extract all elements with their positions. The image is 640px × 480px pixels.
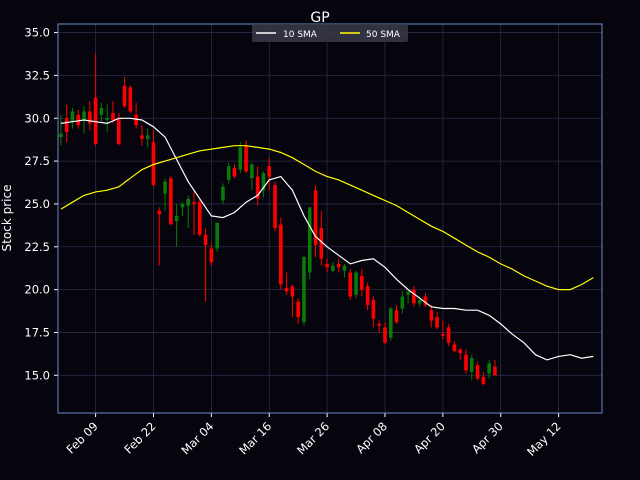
candle-body [250, 164, 254, 179]
y-tick-label: 25.0 [24, 197, 50, 211]
legend-label-sma10: 10 SMA [283, 30, 318, 40]
legend-box [252, 24, 408, 42]
candle-body [307, 207, 312, 273]
candle-body [180, 203, 185, 208]
candle-body [105, 118, 109, 120]
candle-body [238, 147, 243, 170]
candle-body [134, 114, 138, 126]
candle-body [273, 185, 277, 228]
candle-body [446, 327, 451, 343]
candle-body [371, 299, 376, 319]
candle-body [59, 133, 63, 138]
y-tick-label: 32.5 [24, 68, 50, 82]
candle-body [388, 308, 393, 338]
candles [59, 53, 497, 386]
candle-body [111, 113, 115, 120]
candle-body [261, 173, 266, 191]
y-axis-label: Stock price [0, 185, 14, 252]
candle-body [417, 299, 422, 304]
sma10-line [60, 117, 594, 361]
y-tick-label: 17.5 [24, 325, 50, 339]
y-axis-ticks: 15.0 17.5 20.0 22.5 25.0 27.5 30.0 32.5 35.0 [24, 26, 58, 382]
candle-body [244, 145, 248, 172]
candle-body [354, 272, 358, 295]
candle-body [400, 296, 405, 309]
candle-body [169, 178, 173, 225]
candle-body [82, 111, 86, 120]
candle-body [151, 142, 156, 186]
candle-body [116, 118, 121, 144]
legend: 10 SMA 50 SMA [252, 24, 408, 42]
candle-body [487, 363, 491, 374]
candle-body [348, 272, 353, 297]
candle-body [441, 334, 445, 336]
candle-body [267, 166, 272, 177]
candle-body [469, 358, 474, 372]
candle-body [464, 354, 468, 371]
candle-body [406, 291, 410, 295]
candle-body [475, 365, 480, 379]
y-tick-label: 30.0 [24, 111, 50, 125]
candle-body [203, 234, 208, 246]
candle-body [163, 181, 167, 194]
candle-body [336, 263, 341, 268]
candle-body [377, 323, 381, 326]
candle-body [215, 222, 219, 249]
candle-body [128, 87, 133, 112]
candle-body [140, 135, 144, 139]
candle-body [360, 275, 364, 290]
y-tick-label: 20.0 [24, 283, 50, 297]
candle-body [435, 317, 439, 328]
legend-label-sma50: 50 SMA [366, 30, 401, 40]
candle-body [452, 344, 457, 352]
candle-body [458, 349, 463, 354]
candle-body [157, 210, 162, 215]
candle-body [221, 186, 225, 201]
candle-body [93, 97, 98, 144]
candle-body [331, 265, 335, 271]
sma-lines [60, 117, 594, 361]
candle-body [325, 263, 329, 268]
candle-body [209, 248, 214, 263]
candle-body [481, 377, 486, 384]
candle-body [342, 265, 347, 271]
candle-body [284, 287, 289, 292]
candle-body [423, 296, 428, 306]
candle-body [394, 310, 399, 323]
candle-body [279, 224, 283, 285]
candle-body [226, 166, 231, 180]
candle-body [383, 327, 387, 343]
candle-body [290, 286, 295, 297]
candle-body [197, 202, 202, 235]
sma50-line [60, 145, 594, 291]
candle-body [76, 114, 81, 126]
candle-body [232, 167, 237, 177]
candle-body [412, 289, 416, 304]
chart-title: GP [310, 10, 329, 26]
candle-body [313, 190, 318, 246]
candle-body [255, 176, 260, 199]
y-tick-label: 27.5 [24, 154, 50, 168]
candle-body [64, 118, 69, 132]
candle-body [302, 257, 306, 323]
y-tick-label: 22.5 [24, 240, 50, 254]
candle-body [99, 107, 104, 115]
candle-body [493, 366, 497, 376]
y-tick-label: 35.0 [24, 26, 50, 40]
y-tick-label: 15.0 [24, 368, 50, 382]
candle-body [145, 135, 150, 139]
candle-body [429, 310, 434, 321]
candle-body [70, 111, 75, 122]
candle-body [319, 227, 324, 259]
candle-body [174, 215, 179, 222]
candle-body [186, 198, 191, 206]
candle-body [88, 111, 92, 124]
candle-body [192, 202, 196, 204]
candle-body [365, 286, 370, 306]
candle-body [296, 301, 300, 318]
candle-body [122, 85, 127, 107]
